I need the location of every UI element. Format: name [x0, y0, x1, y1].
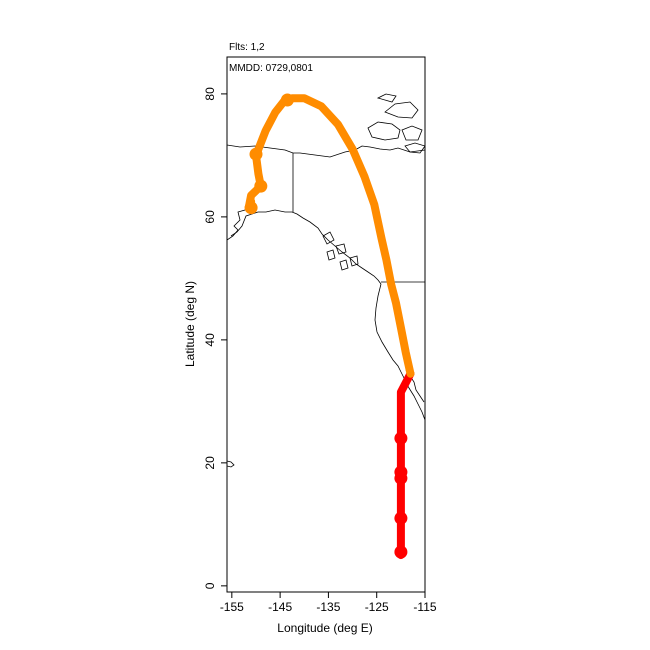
flight-2-marker-1: [280, 93, 294, 107]
x-tick-label: -155: [220, 600, 244, 614]
y-tick-label: 20: [203, 456, 217, 470]
flight-tracks: [244, 93, 415, 560]
x-tick-label: -135: [316, 600, 340, 614]
x-tick-label: -115: [413, 600, 436, 614]
flight-track-1: [396, 369, 415, 560]
y-axis: 0 20 40 60 80: [203, 87, 228, 589]
flight-track-2: [244, 94, 415, 378]
x-tick-label: -145: [268, 600, 292, 614]
map-coastlines: [227, 93, 425, 468]
flight-1-marker-1: [394, 431, 408, 445]
plot-frame: [226, 56, 426, 593]
flights-label: Flts: 1,2: [229, 42, 265, 53]
flight-2-marker-4: [244, 201, 258, 215]
flight-2-marker-2: [249, 147, 263, 161]
x-tick-label: -125: [365, 600, 389, 614]
y-tick-label: 80: [203, 87, 217, 101]
y-axis-label: Latitude (deg N): [183, 281, 197, 367]
dates-label: MMDD: 0729,0801: [229, 63, 313, 74]
flight-1-marker-4: [394, 511, 408, 525]
y-tick-label: 60: [203, 210, 217, 224]
x-axis: -155 -145 -135 -125 -115: [220, 591, 437, 614]
y-tick-label: 0: [203, 582, 217, 589]
y-tick-label: 40: [203, 333, 217, 347]
flight-1-marker-3: [394, 471, 408, 485]
flight-2-marker-3: [254, 179, 268, 193]
flight-1-marker-5: [394, 545, 408, 559]
x-axis-label: Longitude (deg E): [277, 621, 372, 635]
